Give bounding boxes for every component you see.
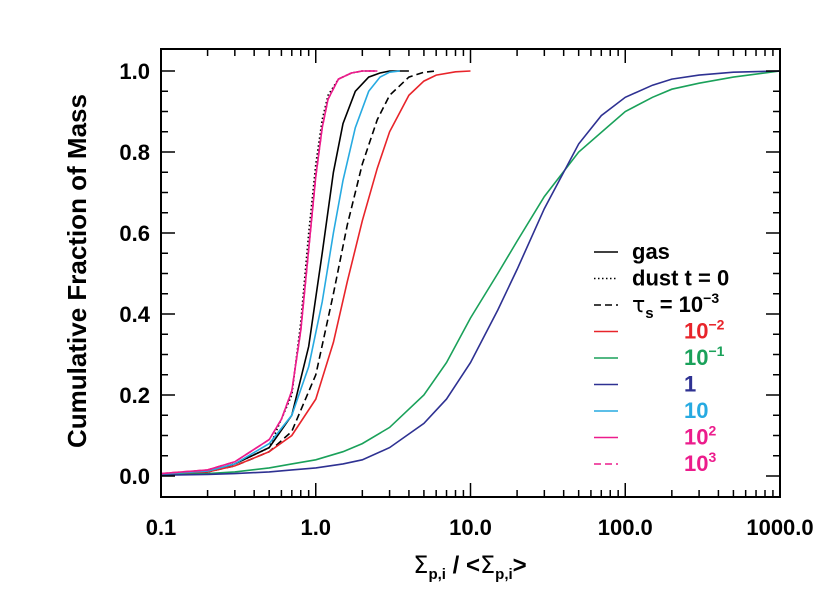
x-tick-label: 1.0 [300, 515, 331, 540]
series-line-8 [160, 70, 378, 475]
y-tick-label: 0.8 [119, 140, 150, 165]
series-line-1 [160, 70, 378, 475]
legend-label-2: τs = 10−3 [632, 290, 719, 322]
legend-label-5: 1 [684, 372, 696, 397]
legend-label-6: 10 [684, 398, 708, 423]
x-axis-title-sigma: Σ [413, 551, 428, 579]
x-tick-label: 100.0 [598, 515, 653, 540]
x-tick-label: 0.1 [146, 515, 177, 540]
axis-ticks [160, 49, 781, 497]
x-axis-title-end: > [513, 552, 527, 579]
legend-label-0: gas [632, 239, 670, 264]
axis-tick-labels: 0.1 1.0 10.0 100.0 1000.0 0.0 0.2 0.4 0.6 0.8 1.0 [119, 59, 813, 540]
legend-label-7: 102 [684, 423, 716, 450]
y-axis-title: Cumulative Fraction of Mass [62, 94, 92, 448]
y-tick-label: 0.2 [119, 383, 150, 408]
series-line-6 [160, 70, 400, 475]
series-line-5 [160, 70, 781, 476]
y-tick-label: 0.4 [119, 302, 150, 327]
series-line-4 [160, 70, 781, 476]
legend-label-4: 10−1 [684, 343, 725, 370]
y-tick-label: 1.0 [119, 59, 150, 84]
series-line-2 [160, 70, 437, 475]
legend-label-1: dust t = 0 [632, 266, 729, 291]
series-line-0 [160, 70, 409, 475]
legend-label-8: 103 [684, 449, 716, 476]
legend-label-3: 10−2 [684, 317, 725, 344]
x-axis-title-sigma2: Σ [480, 551, 495, 579]
series-line-7 [160, 70, 378, 475]
x-axis-title-sub: p,i [428, 566, 446, 583]
y-tick-label: 0.6 [119, 221, 150, 246]
x-tick-label: 10.0 [449, 515, 492, 540]
x-axis-title: Σp,i / <Σp,i> [413, 551, 526, 583]
x-axis-title-mid: / < [446, 552, 480, 579]
series-line-3 [160, 70, 471, 475]
plot-lines [160, 70, 781, 476]
x-axis-title-sub2: p,i [495, 566, 513, 583]
x-tick-label: 1000.0 [746, 515, 813, 540]
y-tick-label: 0.0 [119, 464, 150, 489]
